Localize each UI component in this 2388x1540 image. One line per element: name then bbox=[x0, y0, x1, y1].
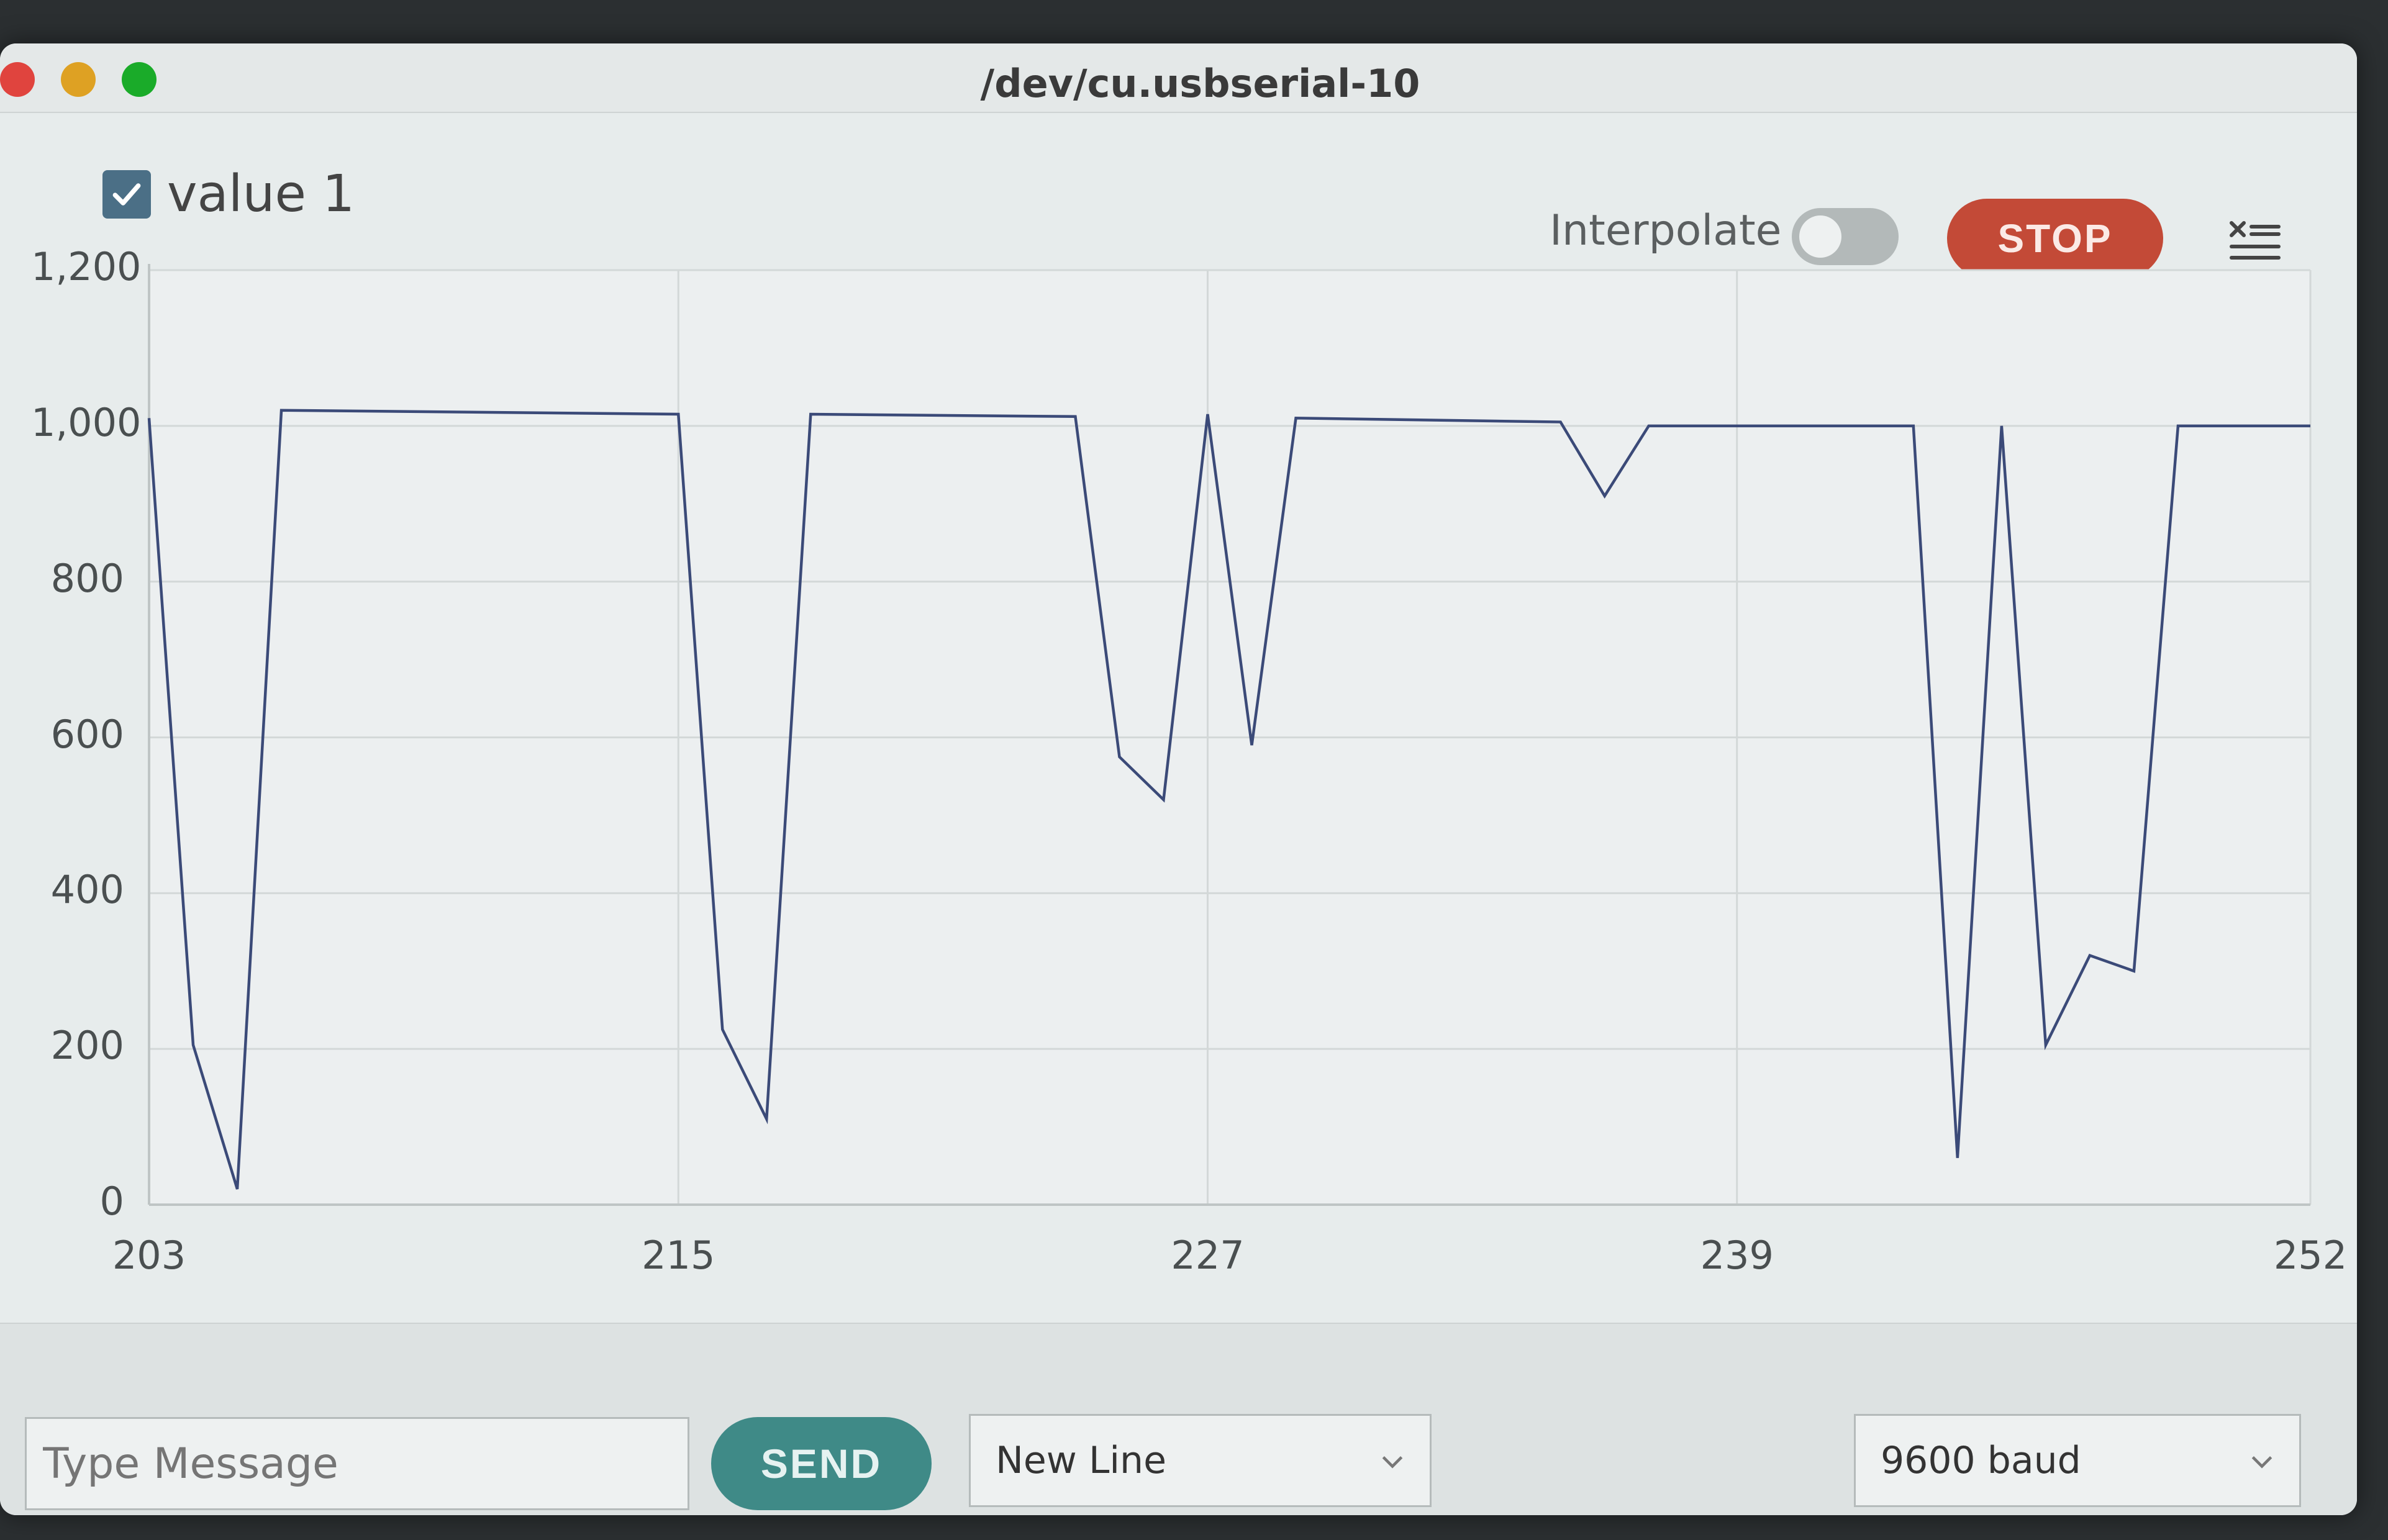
chevron-down-icon bbox=[2251, 1456, 2272, 1469]
legend: value 1 bbox=[102, 165, 355, 224]
x-tick-label: 239 bbox=[1700, 1233, 1774, 1278]
send-button[interactable]: SEND bbox=[711, 1417, 932, 1510]
line-ending-select[interactable]: New Line bbox=[969, 1414, 1432, 1507]
interpolate-label: Interpolate bbox=[1550, 206, 1782, 255]
checkmark-icon bbox=[112, 183, 141, 206]
y-tick-label: 400 bbox=[50, 867, 124, 913]
x-tick-label: 252 bbox=[2273, 1233, 2348, 1278]
line-chart bbox=[147, 264, 2312, 1206]
series-label: value 1 bbox=[167, 165, 355, 224]
message-input[interactable] bbox=[25, 1417, 689, 1510]
zoom-window-button[interactable] bbox=[122, 62, 157, 97]
close-window-button[interactable] bbox=[0, 62, 35, 97]
minimize-window-button[interactable] bbox=[61, 62, 96, 97]
list-settings-icon[interactable] bbox=[2227, 214, 2282, 270]
baud-rate-value: 9600 baud bbox=[1881, 1439, 2081, 1482]
serial-plotter-window: /dev/cu.usbserial-10 value 1 Interpolate… bbox=[0, 43, 2357, 1515]
y-tick-label: 1,000 bbox=[31, 399, 142, 445]
series-visibility-checkbox[interactable] bbox=[102, 170, 151, 219]
interpolate-toggle[interactable] bbox=[1792, 208, 1899, 265]
baud-rate-select[interactable]: 9600 baud bbox=[1854, 1414, 2301, 1507]
series-line bbox=[147, 409, 2310, 1190]
title-bar: /dev/cu.usbserial-10 bbox=[0, 43, 2357, 113]
stop-button[interactable]: STOP bbox=[1947, 199, 2163, 278]
y-tick-label: 600 bbox=[50, 711, 124, 757]
x-tick-label: 203 bbox=[112, 1233, 186, 1278]
toggle-knob bbox=[1799, 215, 1841, 258]
y-tick-label: 200 bbox=[50, 1023, 124, 1069]
bottom-toolbar: SEND New Line 9600 baud bbox=[0, 1323, 2357, 1515]
line-ending-value: New Line bbox=[996, 1439, 1166, 1482]
x-tick-label: 215 bbox=[642, 1233, 715, 1278]
y-tick-label: 1,200 bbox=[31, 244, 142, 289]
chevron-down-icon bbox=[1382, 1456, 1403, 1469]
y-tick-label: 0 bbox=[99, 1179, 124, 1224]
window-title: /dev/cu.usbserial-10 bbox=[980, 61, 1420, 106]
y-tick-label: 800 bbox=[50, 555, 124, 601]
x-tick-label: 227 bbox=[1171, 1233, 1245, 1278]
